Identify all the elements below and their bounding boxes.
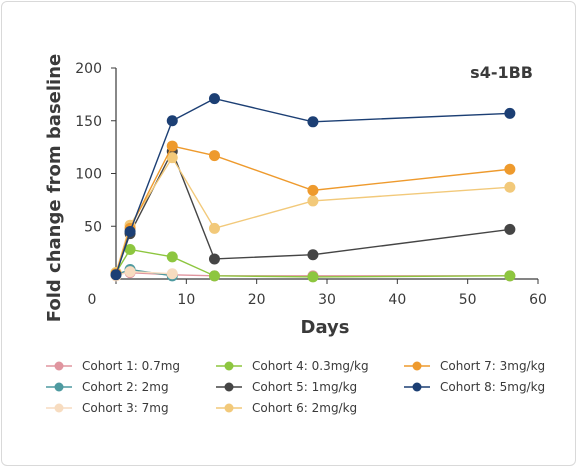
- legend-swatch-marker: [224, 403, 234, 413]
- legend-label: Cohort 6: 2mg/kg: [252, 401, 357, 415]
- legend-label: Cohort 3: 7mg: [82, 401, 169, 415]
- legend-item: Cohort 8: 5mg/kg: [404, 380, 545, 394]
- data-point: [166, 140, 178, 152]
- series-4: [110, 243, 516, 283]
- axes: 0 10 20 30 40 50 60 50 100 150 200: [75, 61, 547, 308]
- legend-label: Cohort 8: 5mg/kg: [440, 380, 545, 394]
- data-point: [208, 93, 220, 105]
- x-axis-title: Days: [301, 317, 350, 338]
- data-point: [504, 181, 516, 193]
- data-point: [504, 223, 516, 235]
- y-tick-label: 100: [75, 167, 102, 183]
- legend-label: Cohort 7: 3mg/kg: [440, 359, 545, 373]
- data-point: [124, 243, 136, 255]
- legend-item: Cohort 6: 2mg/kg: [216, 401, 357, 415]
- data-point: [504, 163, 516, 175]
- x-tick-label: 20: [248, 292, 266, 308]
- series-line: [115, 97, 510, 275]
- legend-label: Cohort 5: 1mg/kg: [252, 380, 357, 394]
- data-point: [504, 270, 516, 282]
- legend-item: Cohort 4: 0.3mg/kg: [216, 359, 369, 373]
- data-point: [166, 251, 178, 263]
- data-point: [166, 268, 178, 280]
- legend-item: Cohort 3: 7mg: [46, 401, 169, 415]
- data-point: [307, 195, 319, 207]
- data-point: [166, 115, 178, 127]
- data-point: [124, 226, 136, 238]
- x-tick-label: 60: [529, 292, 547, 308]
- x-tick-label: 40: [388, 292, 406, 308]
- data-point: [110, 269, 122, 281]
- data-point: [208, 150, 220, 162]
- data-point: [208, 270, 220, 282]
- data-point: [124, 266, 136, 278]
- legend-label: Cohort 4: 0.3mg/kg: [252, 359, 369, 373]
- legend-swatch-marker: [54, 361, 64, 371]
- legend-label: Cohort 1: 0.7mg: [82, 359, 180, 373]
- legend-swatch-marker: [224, 361, 234, 371]
- legend: Cohort 1: 0.7mg Cohort 2: 2mg Cohort 3: 7m…: [46, 359, 545, 415]
- legend-item: Cohort 1: 0.7mg: [46, 359, 180, 373]
- x-tick-label: 30: [318, 292, 336, 308]
- legend-item: Cohort 5: 1mg/kg: [216, 380, 357, 394]
- data-point: [208, 253, 220, 265]
- y-tick-label: 50: [84, 219, 102, 235]
- series-8: [110, 93, 516, 281]
- chart-title: s4-1BB: [470, 63, 533, 82]
- legend-swatch-marker: [54, 403, 64, 413]
- x-tick-label: 50: [459, 292, 477, 308]
- legend-swatch-marker: [412, 361, 422, 371]
- legend-item: Cohort 2: 2mg: [46, 380, 169, 394]
- data-point: [307, 184, 319, 196]
- x-tick-label: 0: [88, 292, 97, 308]
- y-axis-title: Fold change from baseline: [44, 54, 65, 322]
- data-point: [208, 222, 220, 234]
- legend-swatch-marker: [224, 382, 234, 392]
- legend-item: Cohort 7: 3mg/kg: [404, 359, 545, 373]
- legend-swatch-marker: [54, 382, 64, 392]
- plot-area: [110, 93, 516, 283]
- data-point: [307, 249, 319, 261]
- x-tick-label: 10: [177, 292, 195, 308]
- data-point: [307, 116, 319, 128]
- data-point: [504, 107, 516, 119]
- y-tick-label: 150: [75, 114, 102, 130]
- legend-swatch-marker: [412, 382, 422, 392]
- data-point: [166, 152, 178, 164]
- data-point: [307, 271, 319, 283]
- legend-label: Cohort 2: 2mg: [82, 380, 169, 394]
- y-tick-label: 200: [75, 61, 102, 77]
